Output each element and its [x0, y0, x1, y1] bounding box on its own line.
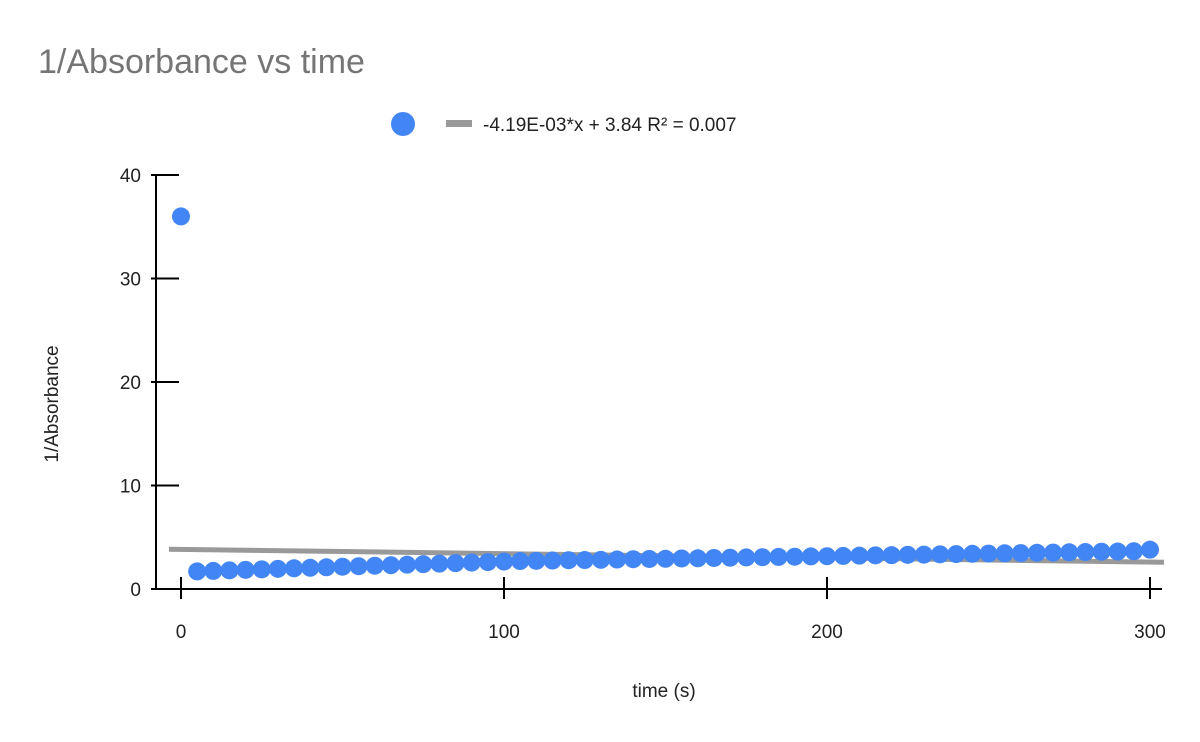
data-point — [995, 544, 1014, 563]
data-point — [1011, 544, 1030, 563]
data-point — [914, 545, 933, 564]
data-point — [672, 549, 691, 568]
data-point — [204, 561, 223, 580]
data-point — [1044, 543, 1063, 562]
data-point — [462, 553, 481, 572]
data-point — [495, 552, 513, 571]
x-tick-label: 0 — [176, 622, 187, 643]
data-point — [979, 544, 998, 563]
data-point — [591, 550, 610, 569]
data-point — [866, 546, 885, 565]
legend-points-marker — [391, 112, 415, 136]
data-point — [818, 547, 836, 566]
legend: -4.19E-03*x + 3.84 R² = 0.007 — [391, 112, 737, 136]
data-point — [801, 547, 820, 566]
data-point — [172, 207, 190, 226]
data-point — [414, 555, 433, 574]
data-point — [511, 552, 530, 571]
data-point — [769, 547, 788, 566]
x-tick-label: 200 — [811, 622, 843, 643]
data-point — [220, 561, 239, 580]
data-point — [834, 546, 853, 565]
data-point — [882, 546, 901, 565]
data-point — [430, 554, 449, 573]
data-point — [656, 549, 675, 568]
data-point — [1060, 543, 1079, 562]
data-point — [850, 546, 869, 565]
data-point — [446, 554, 465, 573]
data-point — [721, 548, 740, 567]
data-point — [947, 545, 966, 564]
data-point — [285, 559, 304, 578]
data-point — [1124, 542, 1143, 561]
data-point — [688, 549, 707, 568]
data-point — [608, 550, 627, 569]
data-point — [737, 548, 756, 567]
data-point — [704, 548, 723, 567]
data-point — [785, 547, 804, 566]
data-point — [559, 551, 578, 570]
data-point — [753, 548, 772, 567]
y-tick-label: 40 — [120, 166, 141, 187]
chart-title: 1/Absorbance vs time — [38, 43, 365, 81]
data-point — [301, 558, 320, 577]
data-point — [527, 551, 546, 570]
y-tick-label: 0 — [130, 580, 141, 601]
data-point — [478, 553, 497, 572]
data-point — [317, 558, 336, 577]
data-point — [931, 545, 950, 564]
data-point — [252, 560, 271, 579]
data-point — [381, 556, 400, 575]
data-point — [575, 551, 594, 570]
data-point — [1092, 542, 1111, 561]
y-axis-label: 1/Absorbance — [42, 345, 63, 462]
x-tick-label: 100 — [488, 622, 520, 643]
plot-area: 0 10 20 30 40 0 100 200 300 — [120, 166, 1166, 643]
data-point — [1027, 543, 1046, 562]
data-point — [640, 549, 659, 568]
data-point — [188, 562, 207, 581]
y-tick-label: 30 — [120, 270, 141, 291]
data-point — [365, 556, 384, 575]
x-tick-label: 300 — [1134, 622, 1166, 643]
x-axis-label: time (s) — [632, 681, 695, 702]
data-point — [1076, 543, 1095, 562]
data-point — [268, 559, 287, 578]
data-point — [624, 550, 643, 569]
data-point — [236, 560, 255, 579]
data-point — [398, 555, 417, 574]
y-tick-label: 10 — [120, 477, 141, 498]
data-point — [1141, 540, 1159, 559]
data-point — [963, 544, 982, 563]
data-point — [333, 557, 352, 576]
data-point — [898, 545, 917, 564]
legend-trendline-marker — [446, 120, 472, 127]
data-point — [543, 551, 562, 570]
legend-trendline-label: -4.19E-03*x + 3.84 R² = 0.007 — [483, 115, 737, 136]
data-point — [1108, 542, 1127, 561]
y-tick-label: 20 — [120, 373, 141, 394]
data-point — [349, 557, 368, 576]
